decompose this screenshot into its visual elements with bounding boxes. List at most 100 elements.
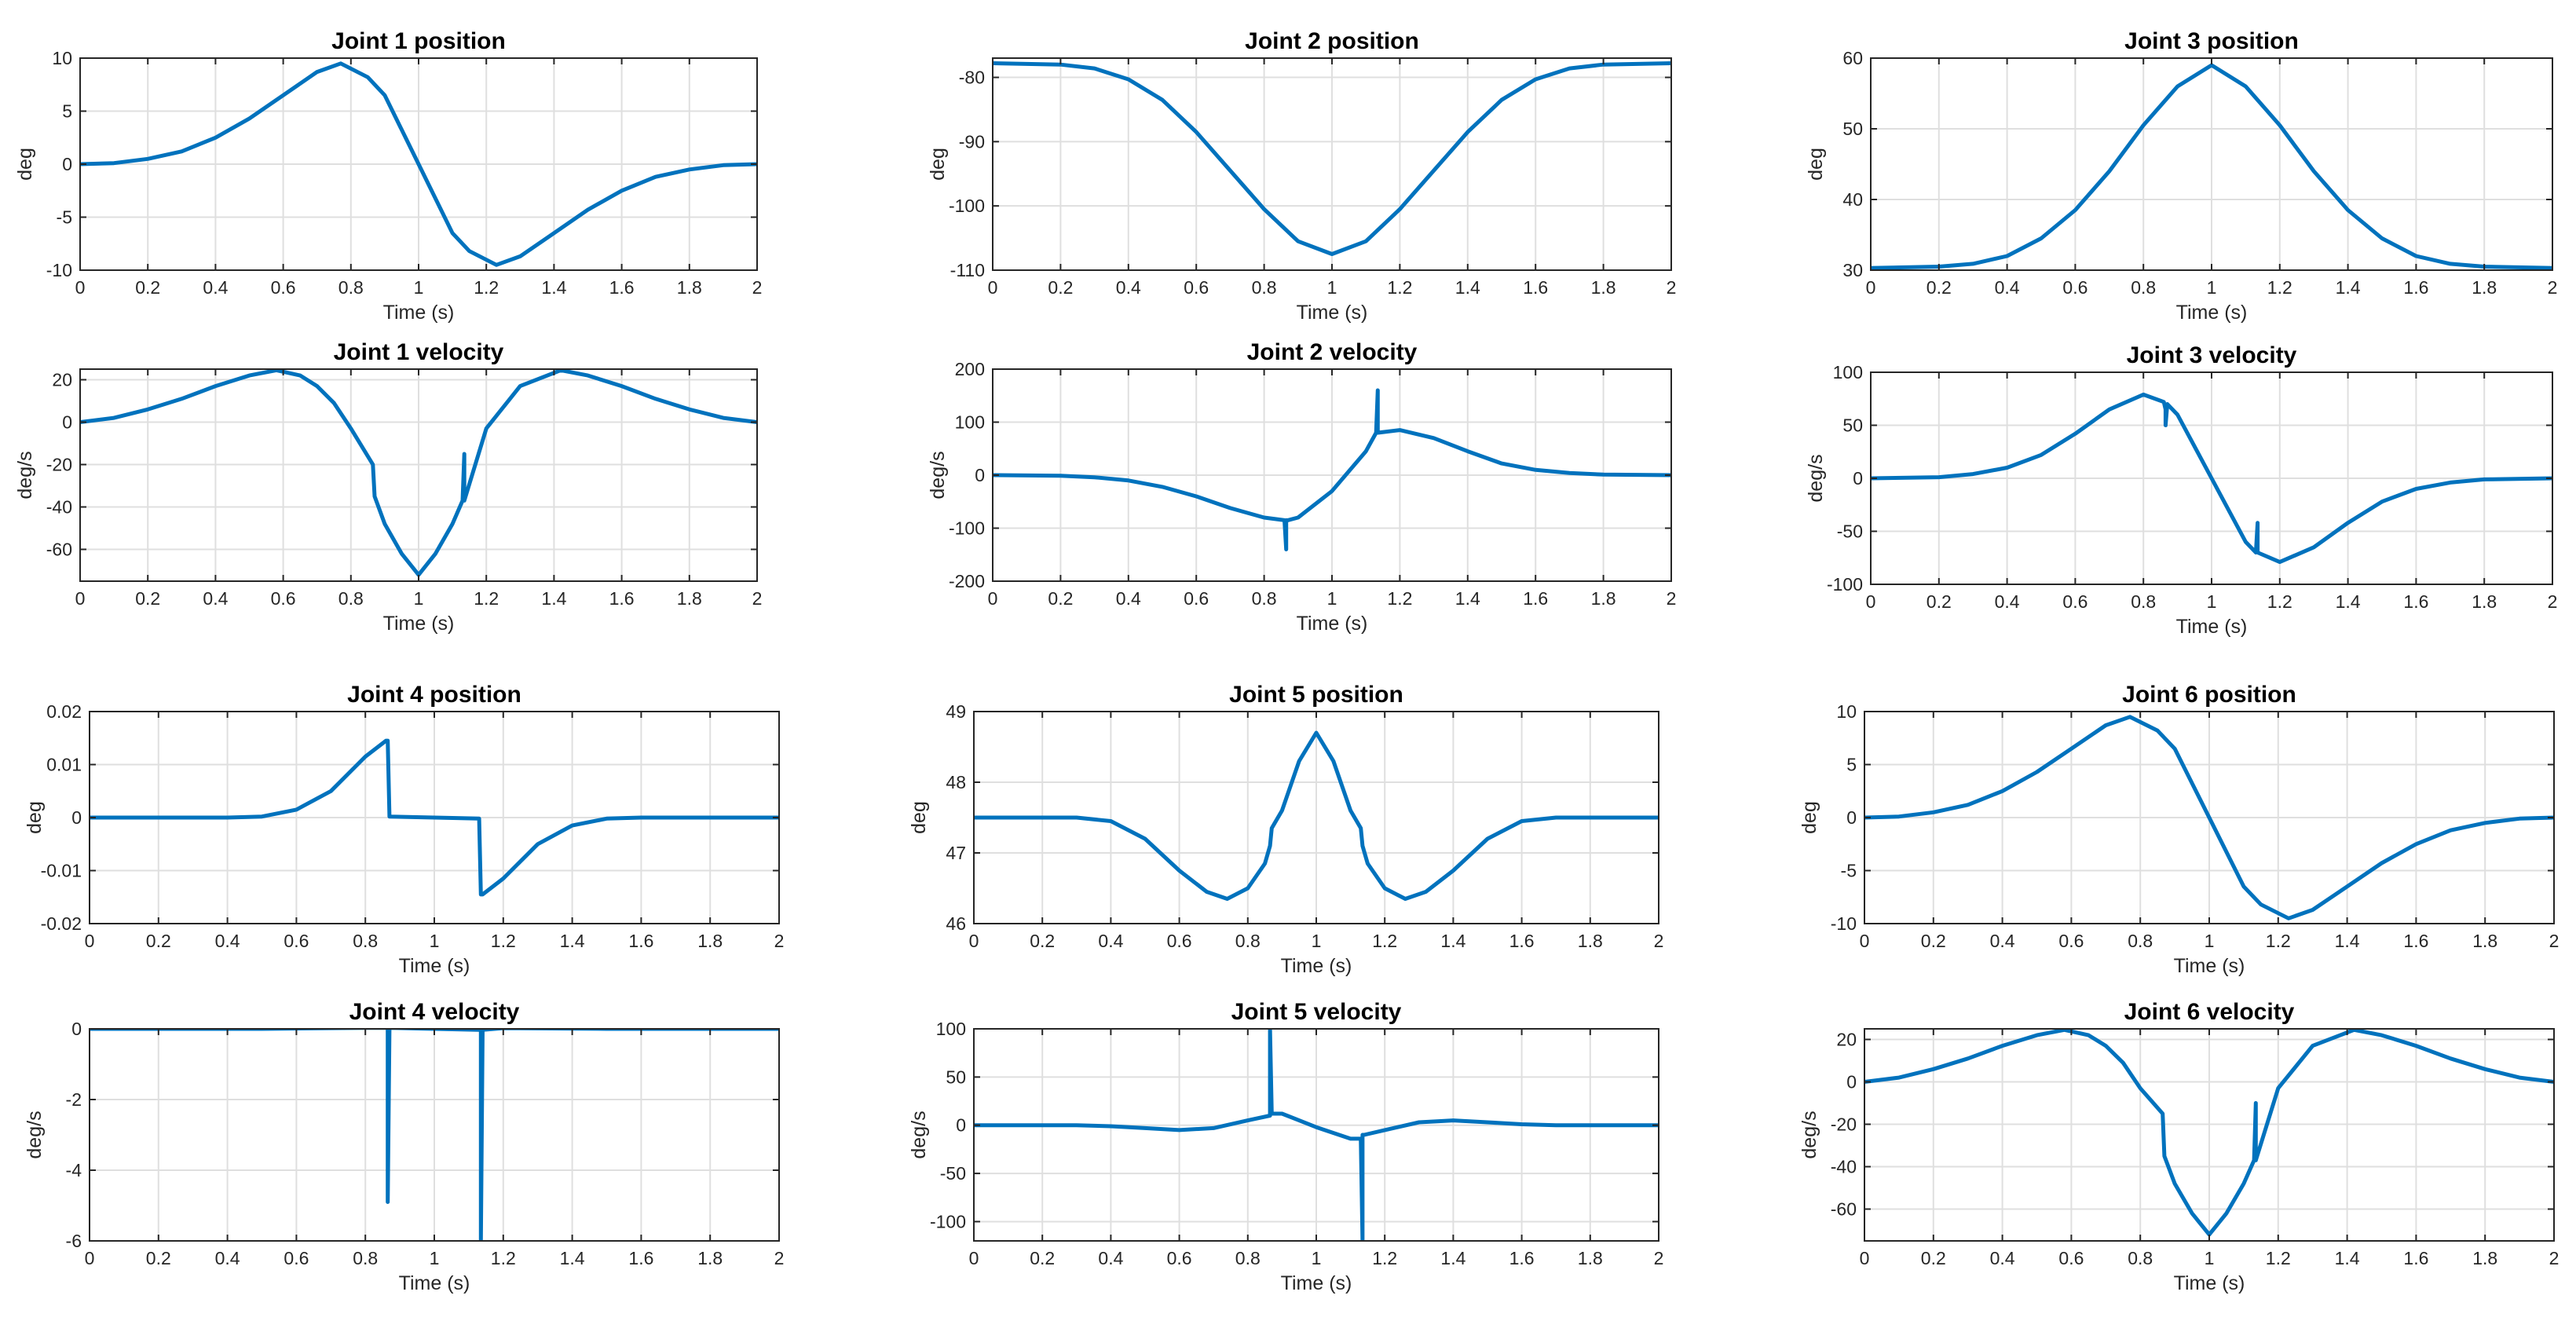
series-line xyxy=(974,1029,1659,1241)
x-tick-label: 1.4 xyxy=(1440,1248,1465,1268)
y-tick-label: 10 xyxy=(1836,701,1857,722)
x-tick-label: 0.2 xyxy=(1927,277,1952,298)
x-tick-label: 0.2 xyxy=(1927,591,1952,612)
y-tick-label: 0 xyxy=(62,154,72,174)
x-axis-label: Time (s) xyxy=(399,955,470,977)
x-tick-label: 0.2 xyxy=(146,1248,171,1268)
x-tick-label: 0.8 xyxy=(2128,1248,2153,1268)
x-tick-label: 0.6 xyxy=(271,588,296,609)
x-tick-label: 0 xyxy=(1860,1248,1870,1268)
x-tick-label: 1.4 xyxy=(1455,588,1480,609)
x-tick-label: 0.8 xyxy=(1252,277,1277,298)
y-tick-label: 20 xyxy=(52,370,72,390)
x-tick-label: 0 xyxy=(1866,277,1876,298)
x-tick-label: 0.6 xyxy=(1184,277,1209,298)
x-tick-label: 0 xyxy=(969,931,979,951)
subplot-12: 0 0.2 0.4 0.6 0.8 1 1.2 1.4 1.6 1.8 2 -60 -40 -20 0 20 J… xyxy=(1798,999,2559,1294)
y-axis-label: deg xyxy=(908,801,930,834)
x-tick-label: 1.2 xyxy=(474,277,499,298)
x-tick-label: 1 xyxy=(2207,591,2217,612)
x-tick-label: 1 xyxy=(1312,1248,1322,1268)
x-axis-label: Time (s) xyxy=(1297,613,1368,635)
x-tick-label: 1.4 xyxy=(1440,931,1465,951)
y-tick-label: -100 xyxy=(930,1211,966,1231)
x-tick-label: 0 xyxy=(85,931,95,951)
subplot-11: 0 0.2 0.4 0.6 0.8 1 1.2 1.4 1.6 1.8 2 -100 -50 0 50 100… xyxy=(908,999,1663,1294)
x-tick-label: 1 xyxy=(1327,277,1337,298)
y-tick-label: -100 xyxy=(949,518,985,539)
y-tick-label: 0.02 xyxy=(46,701,82,722)
x-tick-label: 1.4 xyxy=(541,277,566,298)
x-tick-label: 0.8 xyxy=(353,1248,378,1268)
y-tick-label: 50 xyxy=(946,1067,966,1087)
x-tick-label: 1.2 xyxy=(1387,588,1412,609)
x-tick-label: 1.6 xyxy=(2403,1248,2428,1268)
y-tick-label: -100 xyxy=(1827,574,1863,595)
x-tick-label: 1.4 xyxy=(541,588,566,609)
x-tick-label: 0.8 xyxy=(1235,931,1261,951)
x-tick-label: 0.8 xyxy=(2131,277,2156,298)
y-tick-label: -40 xyxy=(1831,1157,1857,1177)
y-tick-label: 46 xyxy=(946,913,966,934)
x-tick-label: 0.8 xyxy=(338,588,364,609)
x-tick-label: 2 xyxy=(2548,591,2558,612)
x-tick-label: 1 xyxy=(1327,588,1337,609)
x-tick-label: 1 xyxy=(2205,931,2215,951)
x-tick-label: 0.6 xyxy=(2062,591,2088,612)
y-tick-label: 0.01 xyxy=(46,755,82,775)
y-tick-label: -10 xyxy=(46,260,72,280)
y-tick-label: -80 xyxy=(959,68,985,88)
series-line xyxy=(90,1029,779,1241)
x-tick-label: 1.2 xyxy=(1372,931,1397,951)
series-line xyxy=(974,730,1659,901)
x-tick-label: 1 xyxy=(430,931,440,951)
y-tick-label: 100 xyxy=(955,412,985,433)
x-tick-label: 1.8 xyxy=(1578,1248,1603,1268)
y-tick-label: -60 xyxy=(1831,1199,1857,1220)
subplot-title: Joint 3 position xyxy=(2124,28,2299,54)
x-tick-label: 0.6 xyxy=(284,931,309,951)
y-tick-label: 100 xyxy=(936,1019,966,1039)
subplot-title: Joint 3 velocity xyxy=(2127,342,2297,368)
y-tick-label: 50 xyxy=(1842,415,1863,436)
y-tick-label: -60 xyxy=(46,540,72,560)
x-tick-label: 0.4 xyxy=(1995,591,2020,612)
x-tick-label: 0.6 xyxy=(1184,588,1209,609)
y-tick-label: -0.01 xyxy=(41,861,82,881)
series-line xyxy=(993,388,1671,551)
series-line xyxy=(80,369,757,577)
y-tick-label: -40 xyxy=(46,497,72,518)
x-tick-label: 1 xyxy=(2205,1248,2215,1268)
x-tick-label: 1.6 xyxy=(609,277,635,298)
x-tick-label: 0.4 xyxy=(215,931,240,951)
x-tick-label: 1.2 xyxy=(1372,1248,1397,1268)
x-tick-label: 2 xyxy=(2548,277,2558,298)
x-tick-label: 1.8 xyxy=(1591,277,1616,298)
x-tick-label: 0.8 xyxy=(1235,1248,1261,1268)
x-tick-label: 0.6 xyxy=(1167,1248,1192,1268)
x-tick-label: 2 xyxy=(2549,931,2560,951)
y-axis-label: deg/s xyxy=(908,1111,930,1158)
subplot-title: Joint 5 position xyxy=(1229,682,1403,708)
y-tick-label: 60 xyxy=(1842,48,1863,68)
x-tick-label: 2 xyxy=(2549,1248,2560,1268)
x-tick-label: 0.8 xyxy=(2128,931,2153,951)
y-tick-label: -50 xyxy=(940,1163,966,1184)
y-axis-label: deg xyxy=(927,148,949,181)
x-tick-label: 0.4 xyxy=(1990,931,2015,951)
x-tick-label: 1.8 xyxy=(2472,277,2497,298)
x-tick-label: 1.6 xyxy=(1523,277,1548,298)
x-tick-label: 0.8 xyxy=(353,931,378,951)
x-tick-label: 1.2 xyxy=(491,931,516,951)
subplot-title: Joint 4 velocity xyxy=(349,999,520,1025)
subplot-title: Joint 6 velocity xyxy=(2124,999,2295,1025)
x-tick-label: 0.6 xyxy=(284,1248,309,1268)
x-tick-label: 1.4 xyxy=(2336,591,2361,612)
x-axis-label: Time (s) xyxy=(2176,616,2248,638)
y-tick-label: -2 xyxy=(66,1089,82,1110)
x-tick-label: 1.6 xyxy=(2403,931,2428,951)
x-tick-label: 1.6 xyxy=(2403,277,2428,298)
x-tick-label: 1.2 xyxy=(2266,931,2291,951)
x-tick-label: 1 xyxy=(2207,277,2217,298)
